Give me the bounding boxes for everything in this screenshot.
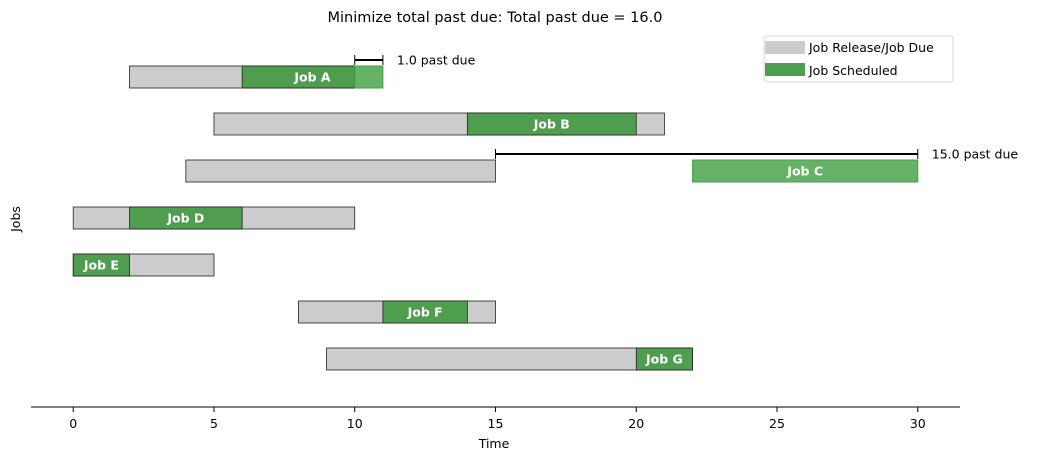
job-g-label: Job G — [645, 352, 683, 367]
job-d-label: Job D — [166, 211, 204, 226]
x-axis: 0 5 10 15 20 25 30 — [31, 406, 960, 431]
x-tick-label-10: 10 — [347, 416, 363, 431]
legend-entry-scheduled: Job Scheduled — [808, 63, 898, 78]
job-b-scheduled-bar — [466, 112, 637, 136]
job-c-past-due-label: 15.0 past due — [932, 147, 1019, 162]
x-tick-label-15: 15 — [488, 416, 504, 431]
job-a-past-due-label: 1.0 past due — [397, 53, 476, 68]
legend: Job Release/Job Due Job Scheduled — [763, 35, 954, 83]
job-f-label: Job F — [407, 305, 443, 320]
x-tick-label-20: 20 — [628, 416, 644, 431]
x-tick-label-0: 0 — [69, 416, 77, 431]
y-axis-label: Jobs — [8, 206, 23, 233]
job-a-label: Job A — [293, 70, 331, 85]
job-d-scheduled-bar — [129, 206, 243, 230]
x-axis-label: Time — [478, 436, 510, 451]
job-c-label: Job C — [786, 164, 823, 179]
chart-title: Minimize total past due: Total past due … — [328, 10, 663, 26]
legend-entry-window: Job Release/Job Due — [808, 40, 934, 55]
job-e-label: Job E — [83, 258, 119, 273]
legend-swatch-scheduled — [765, 63, 805, 76]
job-b-label: Job B — [533, 117, 570, 132]
bars-layer: Job A 1.0 past due Job B Job C 15.0 past due… — [72, 53, 1019, 371]
x-tick-label-25: 25 — [769, 416, 785, 431]
job-c-window-bar — [185, 159, 496, 183]
job-f-scheduled-bar — [382, 300, 468, 324]
job-a-overrun-bar — [354, 65, 384, 89]
legend-frame — [763, 35, 954, 83]
job-g-scheduled-bar — [635, 347, 693, 371]
job-e-scheduled-bar — [72, 253, 130, 277]
x-tick-label-5: 5 — [210, 416, 218, 431]
legend-swatch-window — [765, 41, 805, 54]
x-tick-label-30: 30 — [910, 416, 926, 431]
job-c-scheduled-bar — [692, 159, 919, 183]
